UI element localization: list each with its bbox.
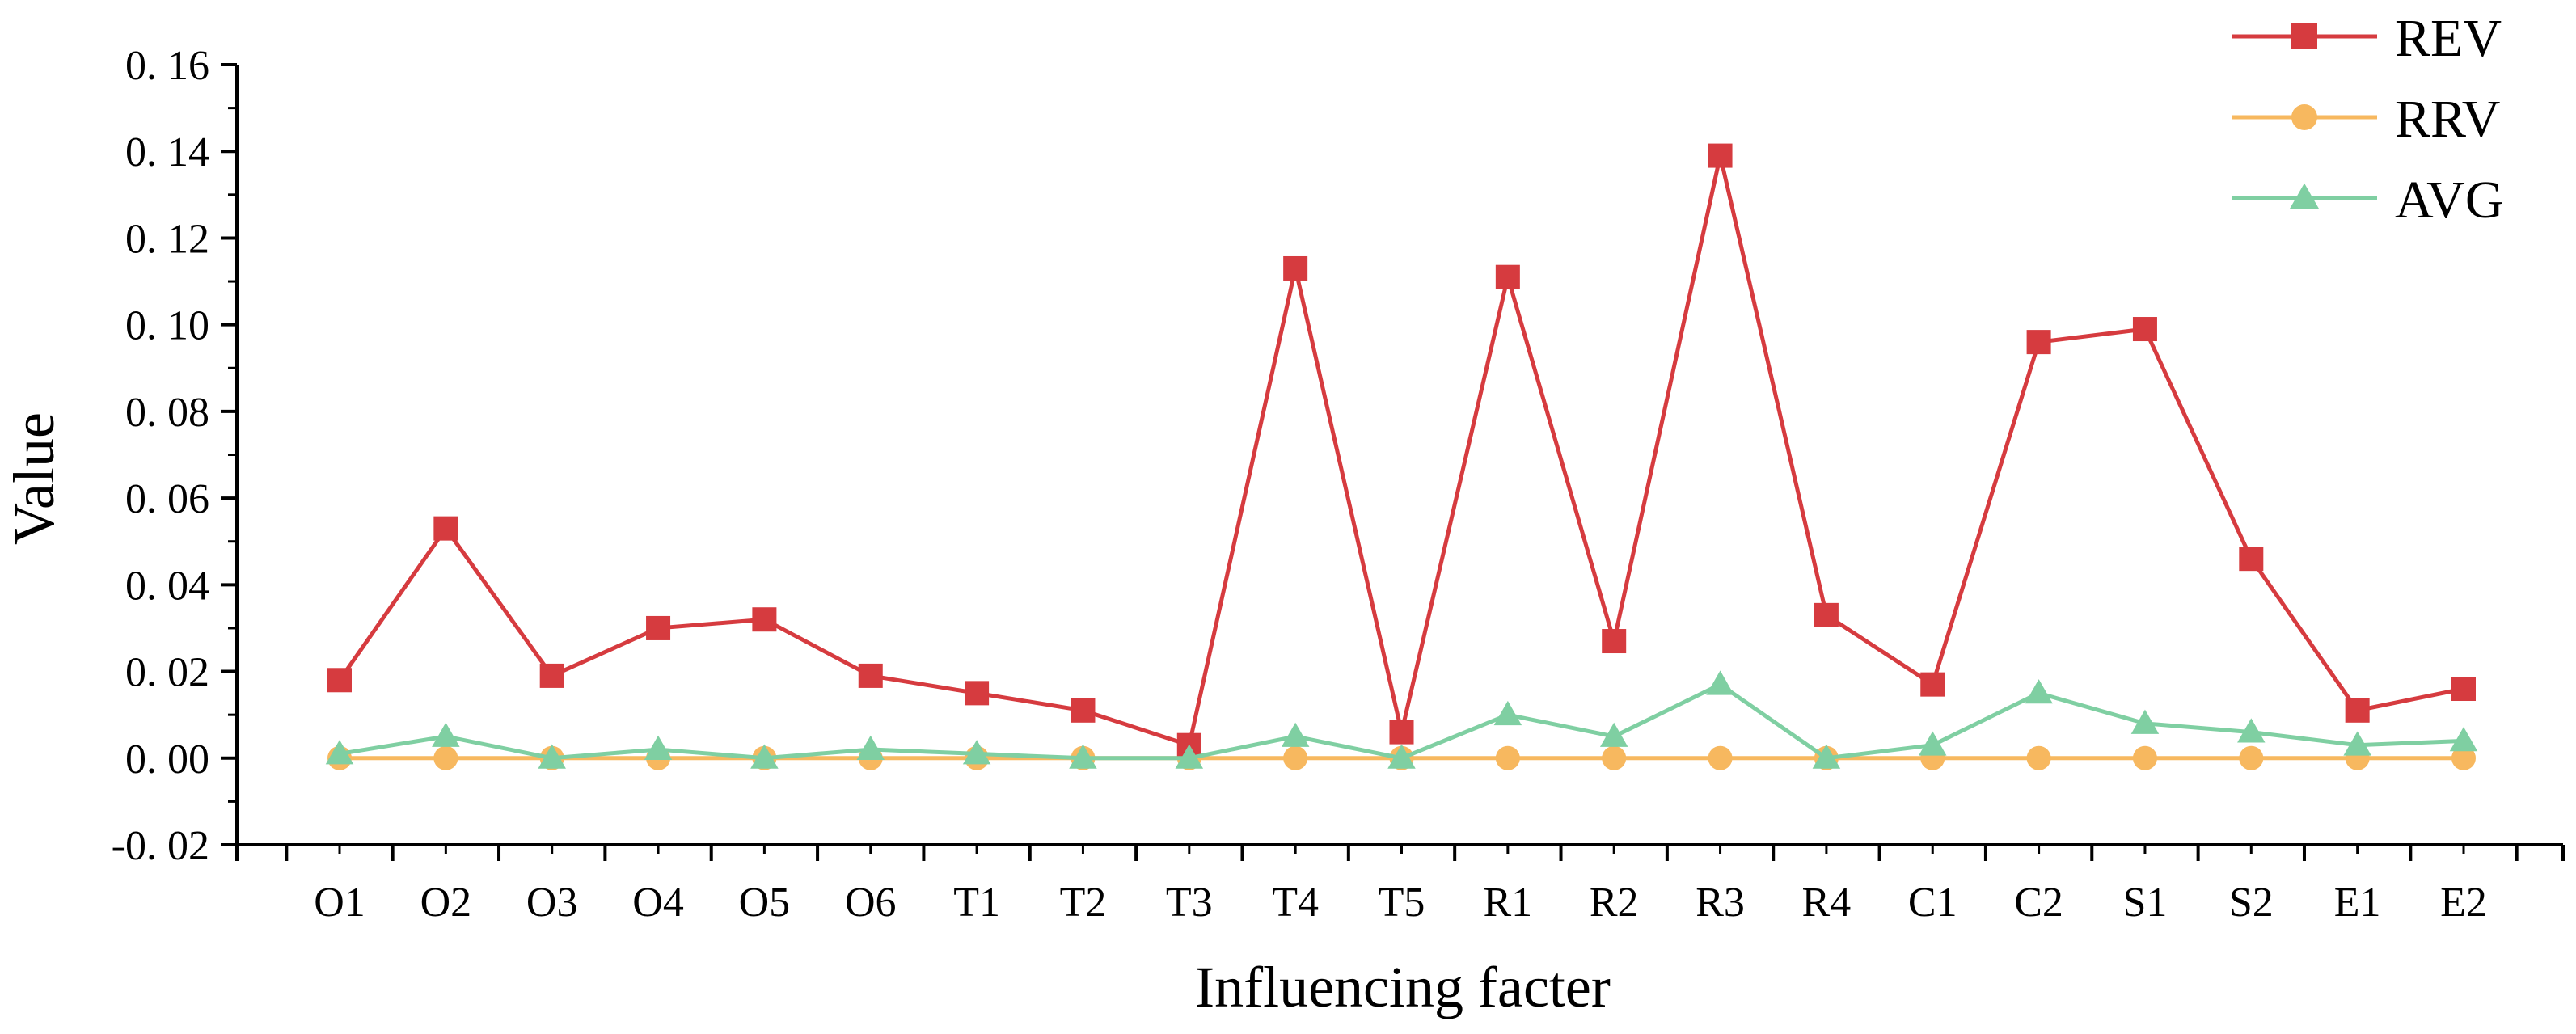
y-tick-label: 0. 10 — [125, 303, 209, 349]
data-point-avg — [962, 740, 991, 765]
data-point-avg — [1069, 744, 1097, 769]
data-point-rev — [1495, 264, 1520, 289]
data-point-avg — [1599, 722, 1628, 747]
data-point-rev — [1071, 698, 1096, 723]
data-point-avg — [1812, 744, 1841, 769]
x-tick-label: O4 — [632, 880, 684, 926]
data-point-avg — [2130, 709, 2160, 734]
x-tick-label: S1 — [2122, 880, 2167, 926]
data-point-avg — [2343, 731, 2371, 756]
x-tick-label: R3 — [1696, 880, 1745, 926]
legend-label-rrv: RRV — [2395, 90, 2500, 149]
x-tick-label: O6 — [845, 880, 897, 926]
y-axis-title: Value — [2, 412, 66, 545]
data-point-rrv — [1708, 745, 1733, 770]
y-tick-label: 0. 14 — [125, 129, 209, 175]
legend-marker-avg — [2289, 183, 2320, 209]
data-point-rev — [1283, 255, 1308, 281]
data-point-avg — [538, 744, 566, 769]
data-point-rev — [1814, 602, 1839, 627]
x-tick-label: T1 — [953, 880, 1000, 926]
data-point-rrv — [2239, 745, 2264, 770]
x-tick-label: E1 — [2334, 880, 2381, 926]
data-point-rev — [2239, 547, 2264, 572]
legend-label-rev: REV — [2395, 9, 2502, 68]
data-point-rev — [1389, 720, 1414, 745]
data-point-rev — [646, 615, 671, 640]
x-tick-label: C2 — [2014, 880, 2063, 926]
data-point-rev — [327, 668, 352, 693]
legend-label-avg: AVG — [2395, 171, 2503, 230]
series-layer — [325, 143, 2478, 770]
data-point-rrv — [1602, 745, 1627, 770]
data-point-rev — [2026, 330, 2051, 355]
x-tick-label: R1 — [1484, 880, 1533, 926]
x-tick-label: T3 — [1166, 880, 1213, 926]
data-point-avg — [644, 735, 673, 760]
data-point-avg — [2025, 679, 2053, 704]
x-tick-label: T4 — [1272, 880, 1319, 926]
data-point-avg — [1919, 731, 1947, 756]
data-point-rev — [1708, 143, 1733, 168]
data-point-avg — [750, 744, 779, 769]
data-point-avg — [432, 722, 460, 747]
data-point-rev — [2451, 677, 2476, 701]
y-tick-label: -0. 02 — [112, 823, 209, 869]
x-tick-label: C1 — [1908, 880, 1957, 926]
axes: -0. 02 0. 00 0. 02 0. 04 0. 06 0. 08 0. 10 0. 1… — [112, 43, 2565, 926]
data-point-rev — [2345, 698, 2370, 723]
x-tick-label: O1 — [314, 880, 365, 926]
data-point-rev — [858, 663, 883, 688]
data-point-rev — [2132, 317, 2157, 342]
y-tick-label: 0. 04 — [125, 563, 209, 609]
x-tick-label: T5 — [1379, 880, 1425, 926]
data-point-avg — [1281, 722, 1310, 747]
data-point-avg — [856, 735, 885, 760]
data-point-rev — [965, 681, 990, 706]
x-tick-label: E2 — [2440, 880, 2487, 926]
x-tick-label: O2 — [420, 880, 472, 926]
x-tick-label: O3 — [526, 880, 578, 926]
data-point-rev — [752, 607, 777, 632]
x-axis-title: Influencing facter — [1195, 955, 1611, 1019]
data-point-rrv — [2026, 745, 2051, 770]
y-tick-label: 0. 08 — [125, 390, 209, 436]
x-tick-label: O5 — [739, 880, 791, 926]
data-point-rev — [1602, 629, 1627, 654]
x-tick-label: R2 — [1590, 880, 1639, 926]
series-rev — [327, 143, 2476, 758]
y-tick-label: 0. 00 — [125, 736, 209, 783]
data-point-rrv — [2451, 745, 2476, 770]
data-point-rrv — [1283, 745, 1308, 770]
data-point-rrv — [1495, 745, 1520, 770]
data-point-rev — [1920, 672, 1945, 697]
data-point-rev — [433, 516, 458, 541]
data-point-rev — [539, 663, 564, 688]
data-point-avg — [2449, 727, 2478, 752]
data-point-rrv — [2132, 745, 2157, 770]
data-point-avg — [1387, 744, 1416, 769]
series-line-rev — [337, 154, 2464, 748]
x-tick-label: R4 — [1802, 880, 1852, 926]
data-point-avg — [325, 740, 354, 765]
legend-marker-rev — [2291, 23, 2317, 49]
x-tick-label: T2 — [1060, 880, 1107, 926]
data-point-rrv — [433, 745, 458, 770]
legend: REV RRV AVG — [2232, 9, 2503, 230]
data-point-avg — [1175, 744, 1204, 769]
data-point-avg — [1706, 670, 1734, 695]
series-avg — [325, 670, 2478, 769]
y-tick-label: 0. 12 — [125, 216, 209, 262]
data-point-avg — [2237, 718, 2266, 743]
y-tick-label: 0. 02 — [125, 650, 209, 696]
y-tick-label: 0. 06 — [125, 476, 209, 522]
y-tick-label: 0. 16 — [125, 43, 209, 89]
x-tick-label: S2 — [2229, 880, 2274, 926]
legend-marker-rrv — [2291, 104, 2317, 130]
data-point-avg — [1493, 700, 1522, 726]
